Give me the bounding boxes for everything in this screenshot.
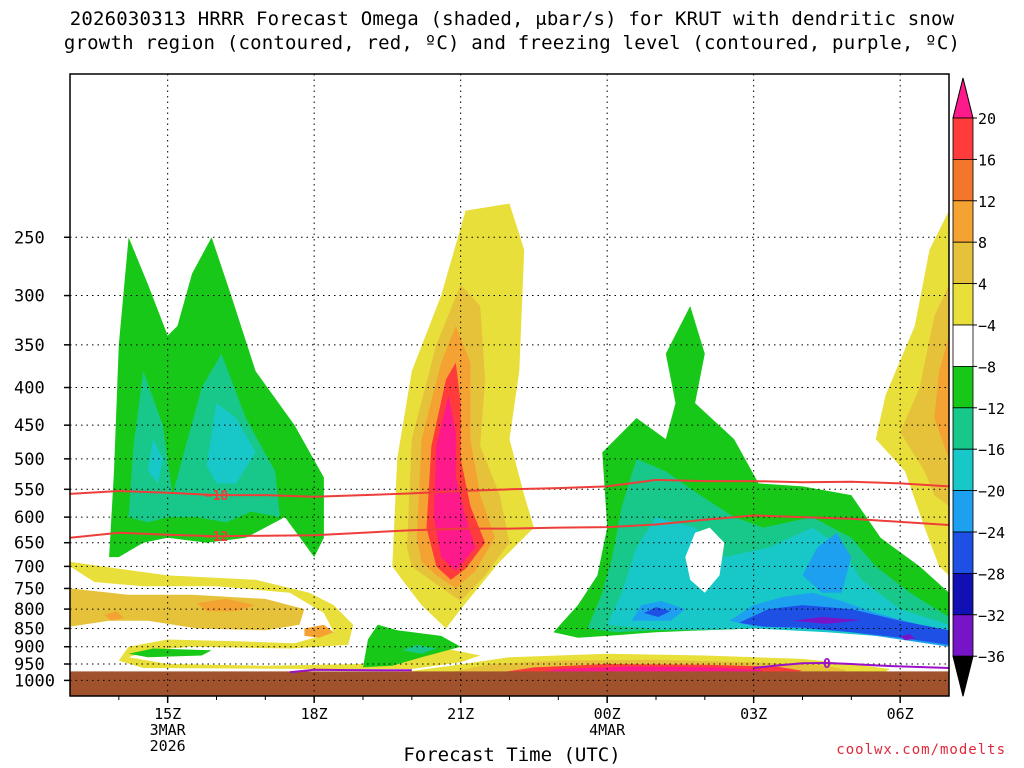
dgz-minus-18-line-0 (70, 478, 949, 498)
x-tick-year-15Z: 2026 (150, 737, 186, 755)
omega-upward-right-purple-2 (900, 634, 915, 641)
y-tick-label-550: 550 (14, 480, 45, 500)
y-axis: 2503003504004505005506006507007508008509… (14, 228, 70, 691)
colorbar-label-5: −4 (978, 317, 996, 335)
ground-surface (70, 671, 949, 696)
y-tick-label-600: 600 (14, 508, 45, 528)
omega-plume-magenta (433, 395, 476, 571)
colorbar-segment-3 (952, 241, 974, 284)
omega-upward-left-level-3 (206, 403, 256, 484)
x-tick-label-15Z: 15Z (154, 705, 181, 723)
y-tick-label-350: 350 (14, 336, 45, 356)
colorbar-segment-11 (952, 573, 974, 616)
omega-upward-right-deepblue-2 (643, 607, 671, 617)
colorbar-label-8: −16 (978, 441, 1005, 459)
colorbar-label-0: 20 (978, 110, 996, 128)
y-tick-label-650: 650 (14, 534, 45, 554)
colorbar-label-12: −32 (978, 607, 1005, 625)
omega-low-level-positive-left (70, 561, 481, 669)
colorbar-top-arrow (952, 77, 974, 119)
omega-upward-left-level-1 (128, 353, 280, 523)
omega-upward-right-blue-3 (802, 532, 852, 593)
x-tick-label-21Z: 21Z (447, 705, 474, 723)
omega-upward-low-left (128, 648, 212, 658)
colorbar-segment-7 (952, 407, 974, 450)
x-tick-date-00Z: 4MAR (589, 721, 626, 739)
omega-upward-right-purple (792, 617, 862, 624)
colorbar-segment-4 (952, 283, 974, 326)
y-tick-label-450: 450 (14, 416, 45, 436)
omega-low-level-center-left (197, 598, 256, 612)
omega-low-level-spot-mid (304, 624, 334, 638)
dgz-minus-12-line-0 (70, 514, 949, 539)
dgz-minus-18-label: −18 (205, 489, 229, 504)
y-tick-label-850: 850 (14, 619, 45, 639)
omega-upward-right-deepblue (739, 605, 949, 645)
x-tick-label-18Z: 18Z (301, 705, 328, 723)
omega-neutral-hole (685, 527, 725, 593)
colorbar: 20 16 12 8 4 −4 −8 −12 −16 −20 −24 −28 −32 −36 (952, 77, 1005, 697)
colorbar-segment-5 (952, 324, 974, 367)
freezing-level-0-line-0 (289, 668, 412, 674)
x-tick-label-03Z: 03Z (740, 705, 767, 723)
y-tick-label-400: 400 (14, 379, 45, 399)
colorbar-bottom-arrow (952, 655, 974, 697)
freezing-level-0-label: 0 (823, 657, 831, 672)
y-tick-label-300: 300 (14, 287, 45, 307)
y-tick-label-1000: 1000 (14, 671, 55, 691)
colorbar-label-11: −28 (978, 565, 1005, 583)
colorbar-label-2: 12 (978, 193, 996, 211)
omega-low-level-orange-left (70, 588, 305, 631)
omega-right-orange (900, 284, 949, 507)
colorbar-label-7: −12 (978, 400, 1005, 418)
colorbar-segment-12 (952, 614, 974, 657)
colorbar-label-1: 16 (978, 151, 996, 169)
contour-lines: −18 −12 0 (70, 478, 949, 674)
dgz-minus-12-label: −12 (205, 530, 228, 545)
x-axis-title: Forecast Time (UTC) (403, 744, 621, 766)
y-tick-label-950: 950 (14, 655, 45, 675)
y-tick-label-750: 750 (14, 579, 45, 599)
y-tick-label-900: 900 (14, 638, 45, 658)
chart-title-line-1: 2026030313 HRRR Forecast Omega (shaded, … (69, 8, 955, 30)
colorbar-label-10: −24 (978, 524, 1005, 542)
colorbar-segment-1 (952, 158, 974, 202)
freezing-level-0-line-1 (753, 661, 949, 669)
colorbar-label-13: −36 (978, 648, 1005, 666)
x-tick-label-00Z: 00Z (594, 705, 621, 723)
y-tick-label-250: 250 (14, 228, 45, 248)
chart-title-line-2: growth region (contoured, red, ºC) and f… (63, 32, 961, 54)
colorbar-label-6: −8 (978, 358, 996, 376)
colorbar-segment-2 (952, 200, 974, 243)
y-tick-label-800: 800 (14, 600, 45, 620)
colorbar-segment-9 (952, 490, 974, 533)
omega-upward-left-level-2 (148, 439, 163, 484)
grid-lines (70, 74, 949, 696)
colorbar-label-3: 8 (978, 234, 987, 252)
credit-text: coolwx.com/modelts (836, 742, 1006, 758)
y-tick-label-700: 700 (14, 557, 45, 577)
colorbar-label-4: 4 (978, 276, 987, 294)
x-tick-date-15Z: 3MAR (150, 721, 187, 739)
y-tick-label-500: 500 (14, 450, 45, 470)
colorbar-segment-6 (952, 365, 974, 409)
x-tick-label-06Z: 06Z (887, 705, 914, 723)
omega-right-red (934, 335, 949, 459)
colorbar-segment-0 (952, 117, 974, 160)
omega-low-level-spot-left (104, 611, 124, 621)
omega-shaded-field (70, 203, 949, 696)
omega-upward-low-mid (363, 624, 461, 668)
colorbar-label-9: −20 (978, 483, 1005, 501)
colorbar-segment-8 (952, 448, 974, 492)
colorbar-segment-10 (952, 531, 974, 574)
